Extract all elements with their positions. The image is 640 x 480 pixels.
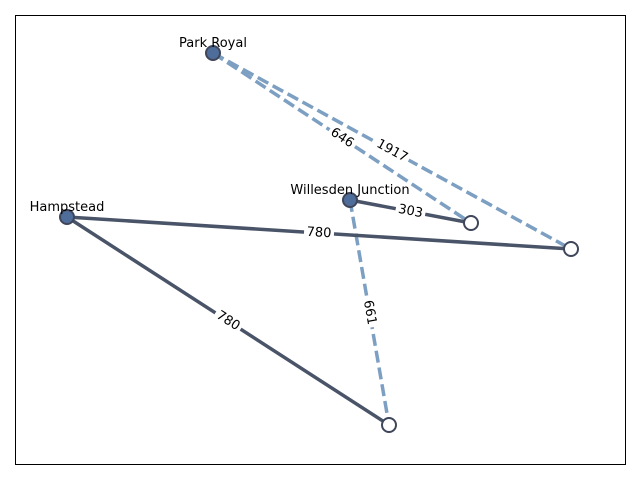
- node-label-willesden-junction: Willesden Junction: [290, 183, 409, 198]
- edge-weight-background: [325, 123, 359, 153]
- node-n4: [463, 215, 479, 231]
- edge-weight-background: [371, 134, 413, 168]
- node-n6: [381, 417, 397, 433]
- edge-weight-label: 303: [394, 200, 427, 223]
- edge-weight-background: [394, 200, 427, 223]
- node-label-hampstead: Hampstead: [30, 200, 105, 215]
- edge-weight-background: [303, 224, 335, 242]
- node-labels-layer: Park Royal Willesden Junction Hampstead: [30, 36, 410, 215]
- edge-weight-label: 780: [211, 306, 245, 336]
- node-hampstead: [59, 209, 75, 225]
- edge-weight-text: 303: [397, 202, 424, 221]
- nodes-layer: [59, 45, 579, 433]
- edge-weight-label: 646: [325, 123, 359, 153]
- plot-frame: [15, 15, 626, 465]
- edge-weight-text: 661: [360, 299, 379, 326]
- edge-willesden-junction-n6: [348, 199, 391, 426]
- node-willesden-junction: [342, 192, 358, 208]
- node-label-park-royal: Park Royal: [179, 36, 247, 51]
- edge-weight-background: [359, 296, 380, 329]
- edge-weight-label: 780: [303, 224, 335, 242]
- edge-weight-label: 661: [359, 296, 380, 329]
- edge-weight-text: 780: [306, 225, 332, 242]
- node-n5: [563, 241, 579, 257]
- edge-weight-background: [211, 306, 245, 336]
- node-park-royal: [205, 45, 221, 61]
